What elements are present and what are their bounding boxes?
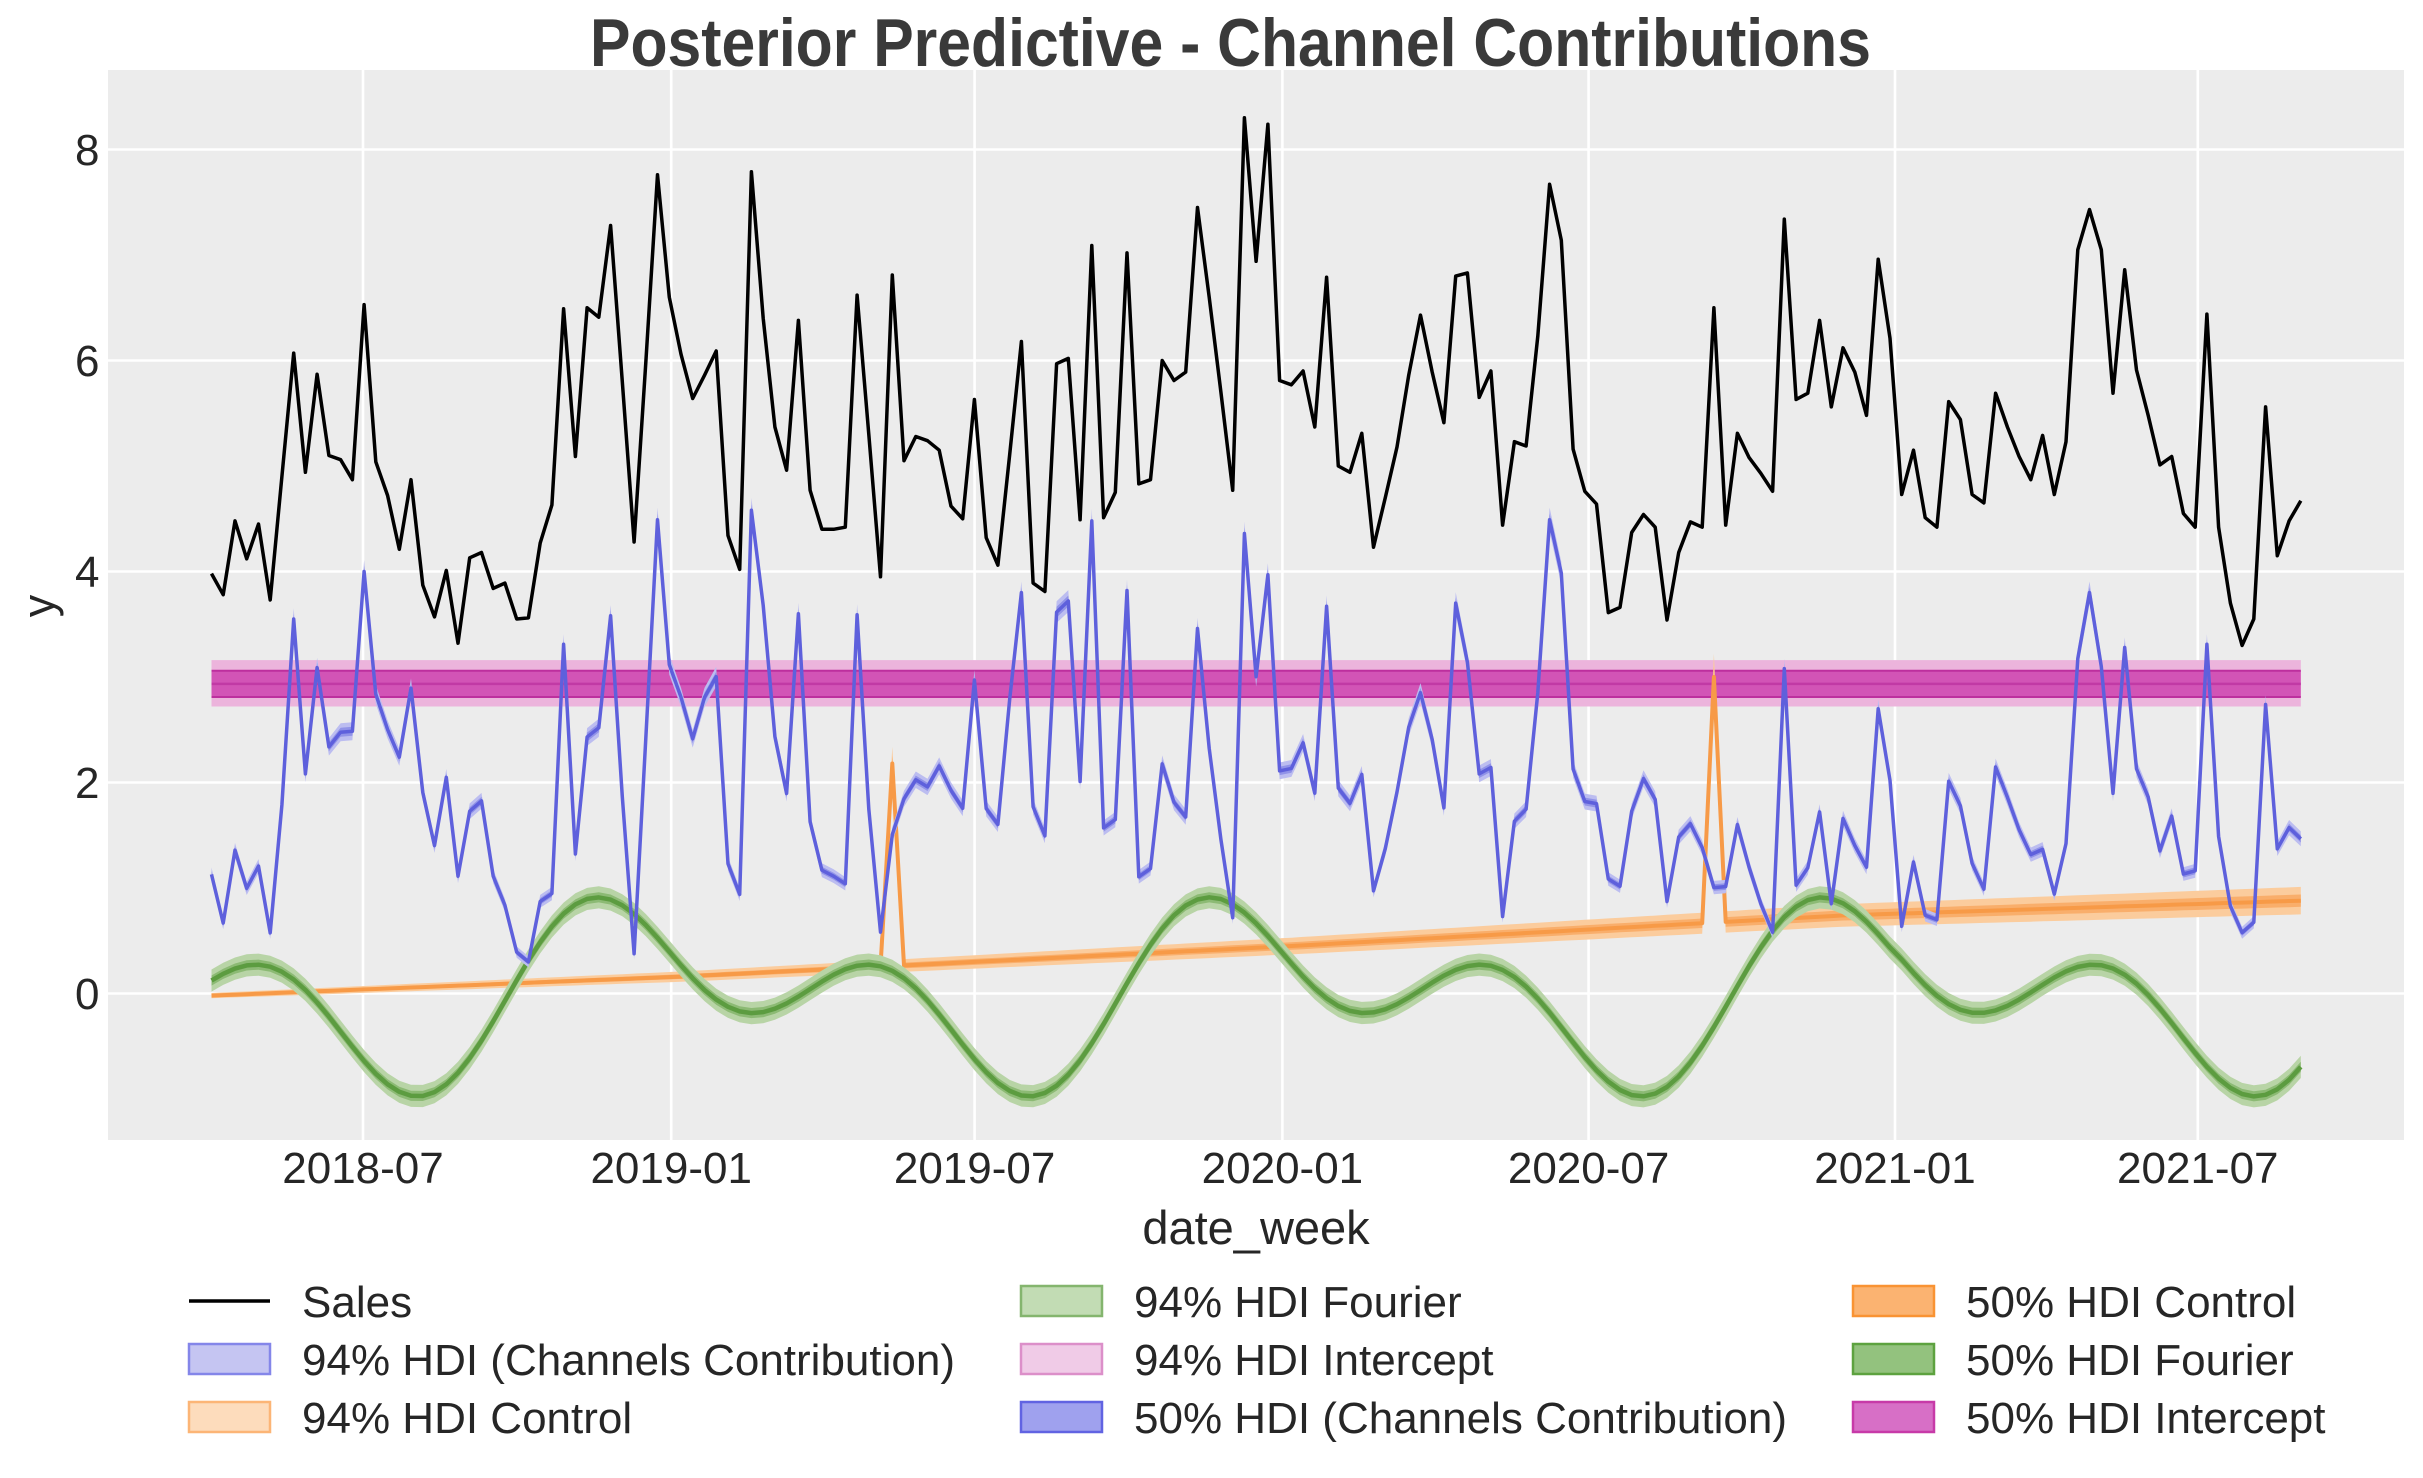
svg-text:50% HDI Intercept: 50% HDI Intercept [1966, 1394, 2326, 1443]
svg-text:94% HDI (Channels Contribution: 94% HDI (Channels Contribution) [302, 1336, 955, 1385]
svg-text:50% HDI Control: 50% HDI Control [1966, 1278, 2296, 1327]
svg-text:94% HDI Intercept: 94% HDI Intercept [1134, 1336, 1494, 1385]
svg-text:2018-07: 2018-07 [282, 1144, 443, 1193]
svg-text:0: 0 [75, 970, 99, 1019]
svg-text:2021-01: 2021-01 [1814, 1144, 1975, 1193]
svg-text:2: 2 [75, 759, 99, 808]
svg-text:2021-07: 2021-07 [2117, 1144, 2278, 1193]
svg-text:2020-07: 2020-07 [1508, 1144, 1669, 1193]
svg-text:2019-01: 2019-01 [590, 1144, 751, 1193]
svg-text:50% HDI Fourier: 50% HDI Fourier [1966, 1336, 2294, 1385]
svg-text:4: 4 [75, 548, 99, 597]
svg-text:date_week: date_week [1142, 1201, 1370, 1254]
svg-text:2020-01: 2020-01 [1202, 1144, 1363, 1193]
svg-text:94% HDI Control: 94% HDI Control [302, 1394, 632, 1443]
svg-text:Posterior Predictive - Channel: Posterior Predictive - Channel Contribut… [590, 5, 1871, 81]
svg-text:Sales: Sales [302, 1278, 412, 1327]
svg-text:2019-07: 2019-07 [894, 1144, 1055, 1193]
svg-text:50% HDI (Channels Contribution: 50% HDI (Channels Contribution) [1134, 1394, 1787, 1443]
svg-text:6: 6 [75, 337, 99, 386]
svg-text:94% HDI Fourier: 94% HDI Fourier [1134, 1278, 1462, 1327]
svg-text:y: y [13, 594, 64, 617]
svg-text:8: 8 [75, 126, 99, 175]
